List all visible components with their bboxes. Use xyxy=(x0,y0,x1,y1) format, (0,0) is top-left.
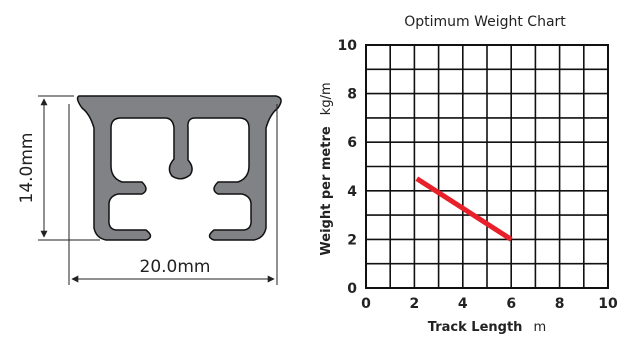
y-tick-label: 6 xyxy=(347,135,357,151)
width-label: 20.0mm xyxy=(140,257,211,277)
x-tick-label: 6 xyxy=(506,296,516,312)
plot-frame xyxy=(365,44,609,289)
height-label: 14.0mm xyxy=(17,133,37,204)
x-axis-unit: m xyxy=(534,320,547,335)
y-axis-unit: kg/m xyxy=(319,82,334,115)
chart-grid xyxy=(366,45,608,288)
y-tick-label: 0 xyxy=(347,281,357,297)
weight-chart: Optimum Weight Chart 0 2 4 6 8 10 0 2 4 6 8 10 Tra… xyxy=(315,14,618,335)
y-axis-label: Weight per metre xyxy=(319,126,334,255)
profile-shape xyxy=(76,95,282,241)
x-tick-labels: 0 2 4 6 8 10 xyxy=(361,296,618,312)
x-tick-label: 10 xyxy=(598,296,618,312)
x-tick-label: 4 xyxy=(458,296,468,312)
data-series xyxy=(415,176,513,242)
chart-title: Optimum Weight Chart xyxy=(404,14,566,30)
series-line xyxy=(415,176,513,242)
x-axis-title: Track Length m xyxy=(428,316,546,335)
y-tick-label: 10 xyxy=(338,38,358,54)
x-tick-label: 2 xyxy=(410,296,420,312)
x-tick-label: 0 xyxy=(361,296,371,312)
y-axis-title: Weight per metre kg/m xyxy=(315,82,334,255)
y-tick-labels: 0 2 4 6 8 10 xyxy=(338,38,358,297)
y-tick-label: 2 xyxy=(347,232,357,248)
profile-drawing: 14.0mm 20.0mm xyxy=(17,95,282,285)
y-tick-label: 4 xyxy=(347,184,357,200)
y-tick-label: 8 xyxy=(347,87,357,103)
x-axis-label: Track Length xyxy=(428,320,523,335)
x-tick-label: 8 xyxy=(555,296,565,312)
